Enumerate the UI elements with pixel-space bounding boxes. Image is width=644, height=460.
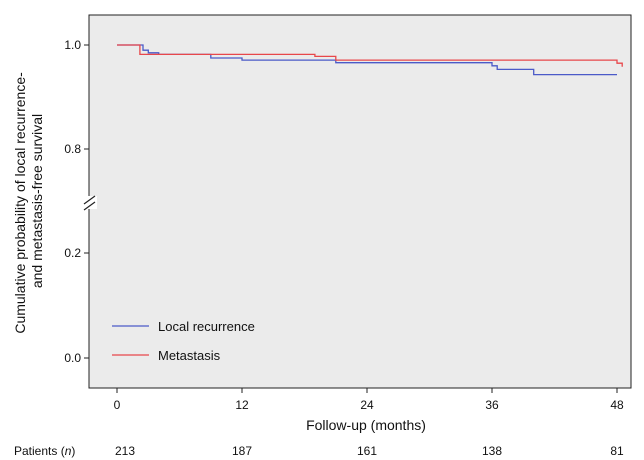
x-tick-label: 36 <box>485 398 499 412</box>
x-tick-label: 0 <box>114 398 121 412</box>
legend-label-metastasis: Metastasis <box>158 348 221 363</box>
risk-count: 138 <box>482 444 502 458</box>
y-axis-title: Cumulative probability of local recurren… <box>12 68 45 333</box>
legend-label-local-recurrence: Local recurrence <box>158 319 255 334</box>
y-tick-label: 0.2 <box>64 246 81 260</box>
y-axis-title-line-1: Cumulative probability of local recurren… <box>12 72 28 334</box>
y-tick-label: 0.0 <box>64 351 81 365</box>
axis-ticks: 0.0 0.2 0.8 1.0 0 12 24 36 48 <box>64 38 624 412</box>
risk-count: 187 <box>232 444 252 458</box>
plot-area <box>88 14 632 389</box>
survival-curves <box>117 44 623 76</box>
y-tick-label: 0.8 <box>64 142 81 156</box>
x-axis-title: Follow-up (months) <box>306 417 426 433</box>
risk-count: 161 <box>357 444 377 458</box>
series-line-metastasis <box>117 44 623 67</box>
x-tick-label: 24 <box>360 398 374 412</box>
x-tick-label: 12 <box>235 398 249 412</box>
y-tick-label: 1.0 <box>64 38 81 52</box>
risk-count: 213 <box>115 444 135 458</box>
series-line-local-recurrence <box>117 44 617 76</box>
y-axis-break-mark <box>83 195 97 211</box>
risk-table-counts: 213 187 161 138 81 <box>115 444 624 458</box>
risk-count: 81 <box>610 444 624 458</box>
x-tick-label: 48 <box>610 398 624 412</box>
risk-table-label: Patients (n) <box>14 444 75 458</box>
legend: Local recurrence Metastasis <box>112 319 255 363</box>
y-axis-title-line-2: and metastasis-free survival <box>29 114 45 288</box>
